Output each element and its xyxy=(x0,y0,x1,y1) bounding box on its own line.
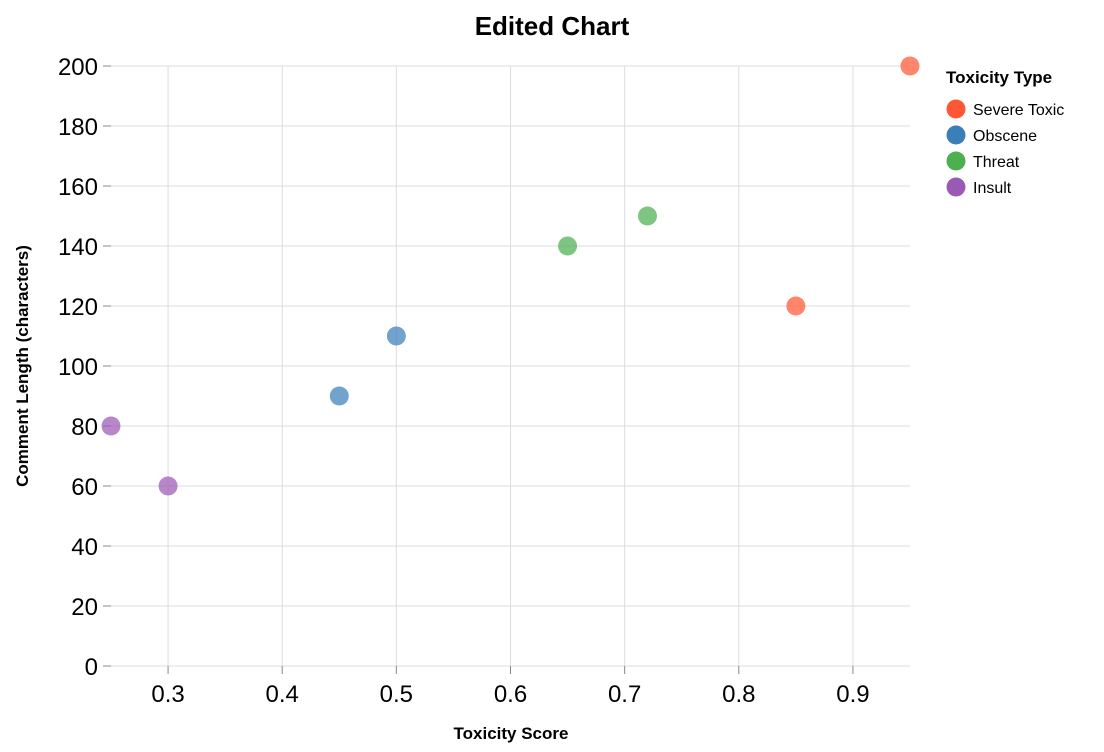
y-tick-label: 40 xyxy=(71,534,98,561)
x-tick-label: 0.8 xyxy=(722,681,755,708)
x-tick-label: 0.6 xyxy=(494,681,527,708)
data-point-severe-toxic xyxy=(900,56,920,76)
legend-symbol xyxy=(946,99,966,119)
legend-label: Insult xyxy=(973,180,1012,197)
y-tick-label: 0 xyxy=(85,654,98,681)
data-point-insult xyxy=(101,416,121,436)
x-tick-label: 0.9 xyxy=(836,681,869,708)
data-point-insult xyxy=(158,476,178,496)
chart-title: Edited Chart xyxy=(475,11,630,41)
y-tick-label: 140 xyxy=(58,234,98,261)
y-tick-label: 60 xyxy=(71,474,98,501)
y-tick-label: 80 xyxy=(71,414,98,441)
legend-label: Severe Toxic xyxy=(973,102,1064,119)
x-tick-label: 0.5 xyxy=(380,681,413,708)
grid-layer xyxy=(111,65,910,667)
data-point-threat xyxy=(637,206,657,226)
legend-label: Obscene xyxy=(973,128,1037,145)
y-tick-label: 20 xyxy=(71,594,98,621)
x-axis-title: Toxicity Score xyxy=(454,724,569,743)
y-tick-label: 100 xyxy=(58,354,98,381)
y-axis-title: Comment Length (characters) xyxy=(13,245,32,487)
y-tick-label: 120 xyxy=(58,294,98,321)
data-point-obscene xyxy=(329,386,349,406)
x-tick-label: 0.3 xyxy=(151,681,184,708)
data-point-obscene xyxy=(386,326,406,346)
legend-label: Threat xyxy=(973,154,1020,171)
x-tick-label: 0.7 xyxy=(608,681,641,708)
legend: Toxicity Type Severe Toxic Obscene Threat I… xyxy=(946,68,1064,197)
points-layer xyxy=(101,56,920,496)
y-tick-label: 200 xyxy=(58,54,98,81)
legend-items: Severe Toxic Obscene Threat Insult xyxy=(946,99,1064,197)
legend-symbol xyxy=(946,151,966,171)
y-tick-label: 160 xyxy=(58,174,98,201)
data-point-severe-toxic xyxy=(786,296,806,316)
legend-title: Toxicity Type xyxy=(946,68,1052,87)
axis-layer: 0 20 40 60 80 100 120 140 160 180 200 0.3 0.4 0.5 0.6 0… xyxy=(58,54,870,708)
x-tick-label: 0.4 xyxy=(266,681,299,708)
legend-symbol xyxy=(946,177,966,197)
data-point-threat xyxy=(558,236,578,256)
y-tick-label: 180 xyxy=(58,114,98,141)
legend-symbol xyxy=(946,125,966,145)
